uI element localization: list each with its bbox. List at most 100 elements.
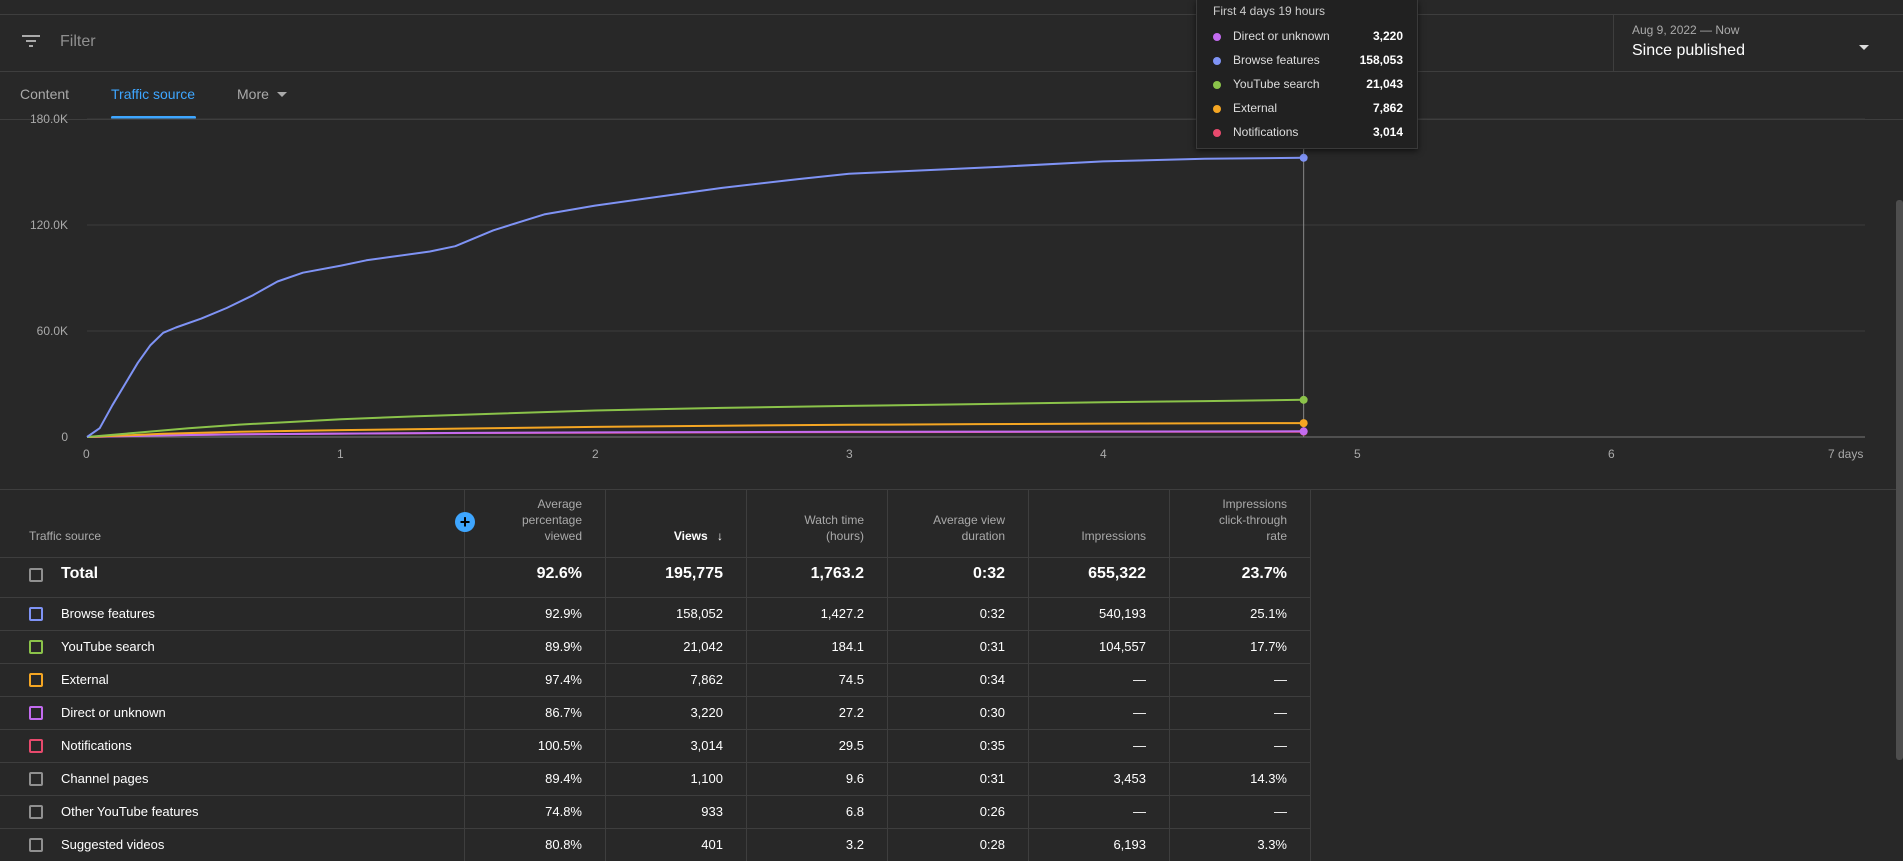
header-impressions-ctr[interactable]: Impressions click-through rate — [1175, 496, 1287, 544]
y-tick-label: 0 — [61, 430, 68, 444]
cell-impressions: 3,453 — [1113, 771, 1146, 786]
tooltip-row-value: 158,053 — [1359, 53, 1403, 67]
header-watch-time[interactable]: Watch time (hours) — [752, 512, 864, 544]
cell-ctr: 17.7% — [1250, 639, 1287, 654]
row-checkbox[interactable] — [29, 739, 43, 753]
row-name: External — [61, 672, 109, 687]
cell-ctr: 14.3% — [1250, 771, 1287, 786]
cell-impressions: — — [1133, 705, 1146, 720]
row-checkbox[interactable] — [29, 673, 43, 687]
y-tick-label: 60.0K — [36, 324, 68, 338]
header-views[interactable]: Views ↓ — [611, 528, 723, 544]
cell-avg-pct: 100.5% — [537, 738, 582, 753]
tooltip-title: First 4 days 19 hours — [1213, 4, 1326, 18]
filter-icon[interactable] — [22, 33, 42, 49]
cell-impressions: — — [1133, 804, 1146, 819]
series-line-browse-features — [86, 156, 1304, 438]
cell-avg-duration: 0:32 — [979, 606, 1005, 621]
row-divider — [0, 795, 1310, 796]
cell-watch-time: 184.1 — [831, 639, 864, 654]
y-tick-label: 180.0K — [29, 112, 68, 126]
tab-traffic-source[interactable]: Traffic source — [111, 86, 196, 102]
header-average-percentage-viewed[interactable]: Average percentage viewed — [470, 496, 582, 544]
header-line: Impressions — [1222, 497, 1287, 511]
tab-content[interactable]: Content — [20, 86, 70, 102]
tooltip-row: External 7,862 — [1213, 101, 1403, 117]
row-name: Other YouTube features — [61, 804, 199, 819]
column-divider — [1169, 489, 1170, 861]
cell-views: 401 — [701, 837, 723, 852]
top-divider — [0, 14, 1903, 15]
row-checkbox[interactable] — [29, 805, 43, 819]
row-checkbox[interactable] — [29, 772, 43, 786]
cell-views: 7,862 — [690, 672, 723, 687]
row-divider — [0, 729, 1310, 730]
row-name: Total — [61, 565, 99, 582]
row-checkbox[interactable] — [29, 640, 43, 654]
tooltip-row-label: External — [1233, 101, 1278, 115]
tooltip-row-value: 7,862 — [1372, 101, 1403, 115]
tooltip-row: YouTube search 21,043 — [1213, 77, 1403, 93]
x-tick-label: 2 — [592, 447, 599, 461]
row-divider — [0, 557, 1310, 558]
hover-point — [1299, 153, 1308, 162]
row-checkbox[interactable] — [29, 838, 43, 852]
cell-ctr: — — [1274, 672, 1287, 687]
header-line: (hours) — [825, 529, 864, 543]
tooltip-row-label: YouTube search — [1233, 77, 1320, 91]
legend-dot-icon — [1213, 129, 1221, 137]
header-impressions[interactable]: Impressions — [1081, 529, 1146, 543]
tab-more[interactable]: More — [237, 86, 287, 102]
total-checkbox[interactable] — [29, 568, 43, 582]
chart-tooltip — [1196, 0, 1418, 149]
column-divider — [887, 489, 888, 861]
cell-impressions: — — [1133, 672, 1146, 687]
y-tick-label: 120.0K — [29, 218, 68, 232]
cell-watch-time: 27.2 — [838, 705, 864, 720]
date-range-selector[interactable]: Since published — [1632, 42, 1745, 59]
column-divider — [1310, 489, 1311, 861]
column-divider — [605, 489, 606, 861]
hover-point — [1299, 395, 1308, 404]
x-tick-label: 7 days — [1828, 447, 1864, 461]
row-name: Notifications — [61, 738, 132, 753]
row-divider — [0, 663, 1310, 664]
add-column-button[interactable]: + — [455, 512, 475, 532]
cell-views: 3,220 — [690, 705, 723, 720]
cell-ctr: 25.1% — [1250, 606, 1287, 621]
row-divider — [0, 597, 1310, 598]
row-checkbox[interactable] — [29, 706, 43, 720]
cell-views: 195,775 — [665, 565, 723, 582]
filter-input[interactable]: Filter — [60, 33, 96, 50]
chevron-down-icon[interactable] — [1858, 40, 1870, 50]
cell-impressions: 655,322 — [1088, 565, 1146, 582]
scrollbar-thumb[interactable] — [1896, 200, 1903, 760]
tooltip-row-label: Notifications — [1233, 125, 1299, 139]
cell-avg-pct: 89.9% — [545, 639, 582, 654]
cell-impressions: 104,557 — [1099, 639, 1146, 654]
row-checkbox[interactable] — [29, 607, 43, 621]
cell-avg-duration: 0:26 — [979, 804, 1005, 819]
cell-ctr: — — [1274, 738, 1287, 753]
cell-avg-pct: 97.4% — [545, 672, 582, 687]
traffic-line-chart[interactable] — [0, 0, 1903, 480]
cell-avg-pct: 92.9% — [545, 606, 582, 621]
x-tick-label: 5 — [1354, 447, 1361, 461]
cell-avg-duration: 0:30 — [979, 705, 1005, 720]
legend-dot-icon — [1213, 33, 1221, 41]
tooltip-row: Direct or unknown 3,220 — [1213, 29, 1403, 45]
tooltip-row: Notifications 3,014 — [1213, 125, 1403, 141]
tooltip-row-value: 3,014 — [1372, 125, 1403, 139]
date-range-label: Aug 9, 2022 — Now — [1632, 23, 1740, 37]
row-divider — [0, 762, 1310, 763]
filter-bar-divider — [0, 71, 1903, 72]
header-line: Watch time — [804, 513, 864, 527]
header-views-label: Views — [673, 529, 708, 543]
row-name: Channel pages — [61, 771, 149, 786]
row-name: Browse features — [61, 606, 155, 621]
header-line: Average view — [933, 513, 1005, 527]
cell-ctr: 23.7% — [1241, 565, 1287, 582]
column-divider — [746, 489, 747, 861]
cell-avg-duration: 0:32 — [972, 565, 1005, 582]
header-average-view-duration[interactable]: Average view duration — [893, 512, 1005, 544]
